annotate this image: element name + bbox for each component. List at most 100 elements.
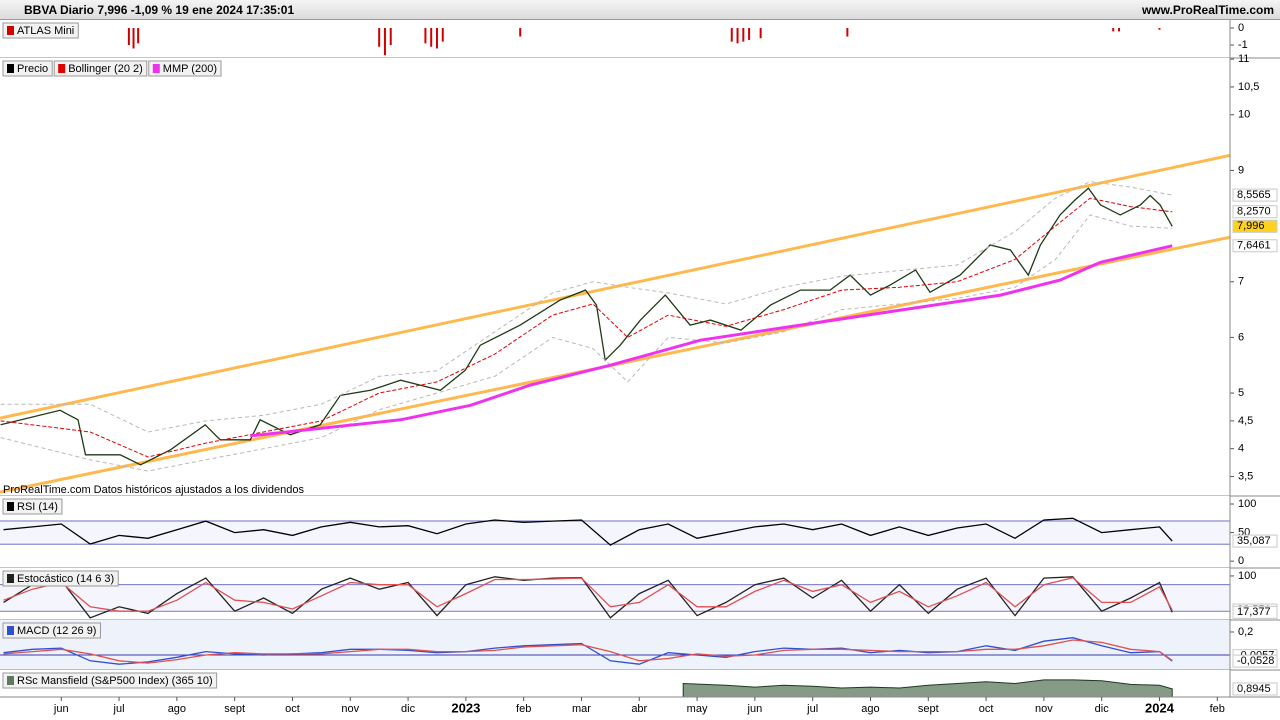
x-tick-label: 2024: [1145, 700, 1175, 715]
value-box: [1232, 682, 1278, 696]
value-box: [1232, 239, 1278, 253]
y-tick-label: 3,5: [1238, 470, 1253, 482]
value-box: [1232, 219, 1278, 233]
x-tick-label: nov: [1035, 703, 1053, 715]
area: [682, 679, 1173, 697]
series-line: [3, 639, 1173, 664]
legend-label: RSc Mansfield (S&P500 Index) (365 10): [17, 675, 213, 687]
series-line: [250, 244, 1173, 438]
header-title: BBVA Diario 7,996 -1,09 % 19 ene 2024 17…: [24, 3, 295, 17]
legend-chip: [2, 22, 79, 39]
value-box: [1232, 654, 1278, 668]
legend-chip: [53, 60, 148, 77]
x-tick-label: may: [687, 703, 708, 715]
value-label: 7,996: [1237, 220, 1265, 232]
bar: [378, 28, 381, 47]
bar: [127, 28, 130, 46]
y-tick-label: -1: [1238, 39, 1248, 51]
header-site[interactable]: www.ProRealTime.com: [1141, 3, 1274, 17]
x-tick-label: ago: [861, 703, 879, 715]
y-tick-label: 100: [1238, 570, 1256, 582]
y-tick-label: 9: [1238, 164, 1244, 176]
legend-chip: [2, 570, 119, 587]
legend-swatch: [7, 574, 14, 583]
legend-swatch: [58, 64, 66, 73]
legend-swatch: [7, 26, 14, 35]
x-tick-label: jul: [806, 703, 818, 715]
y-tick-label: 10: [1238, 109, 1250, 121]
bar: [383, 28, 386, 56]
legend-swatch: [7, 64, 14, 73]
x-tick-label: ago: [168, 703, 186, 715]
legend-chip: [2, 498, 63, 515]
x-tick-label: abr: [631, 703, 647, 715]
panel-bg: [0, 20, 1230, 58]
y-tick-label: 100: [1238, 498, 1256, 510]
panel: [0, 496, 1230, 568]
bar: [1158, 28, 1161, 30]
panel: [0, 568, 1230, 620]
x-tick-label: sept: [918, 703, 939, 715]
legend-label: ATLAS Mini: [17, 25, 74, 37]
series-line: [0, 197, 1173, 458]
legend-swatch: [7, 676, 14, 685]
legend-swatch: [152, 64, 160, 73]
bar: [389, 28, 392, 46]
footnote: ProRealTime.com Datos históricos ajustad…: [3, 484, 305, 496]
value-label: 8,5565: [1237, 189, 1271, 201]
x-tick-label: jun: [53, 703, 69, 715]
bar: [846, 28, 849, 37]
value-label: -0,0528: [1237, 655, 1274, 667]
bar: [424, 28, 427, 44]
x-tick-label: sept: [224, 703, 245, 715]
legend-chip: [2, 622, 101, 639]
bar: [759, 28, 762, 39]
bar: [435, 28, 438, 49]
y-tick-label: 7: [1238, 276, 1244, 288]
y-tick-label: 5: [1238, 387, 1244, 399]
trend-line: [0, 153, 1230, 420]
legend-label: Bollinger (20 2): [68, 63, 143, 75]
bar: [730, 28, 733, 42]
value-box: [1232, 188, 1278, 202]
y-tick-label: 0: [1238, 555, 1244, 567]
series-line: [3, 576, 1173, 612]
bar: [748, 28, 751, 40]
x-tick-label: nov: [341, 703, 359, 715]
series-line: [0, 187, 1173, 466]
y-tick-label: 4,5: [1238, 415, 1253, 427]
legend-swatch: [7, 502, 14, 511]
series-line: [3, 576, 1173, 619]
panel: [0, 620, 1230, 670]
bar: [137, 28, 140, 44]
bar: [519, 28, 522, 37]
x-tick-label: jun: [747, 703, 763, 715]
panel: [0, 58, 1230, 496]
x-tick-label: 2023: [451, 700, 480, 715]
legend-chip: [2, 60, 53, 77]
legend-label: MMP (200): [163, 63, 217, 75]
legend-label: Estocástico (14 6 3): [17, 573, 114, 585]
bar: [132, 28, 135, 49]
legend-swatch: [7, 626, 14, 635]
value-label: 17,377: [1237, 606, 1271, 618]
x-tick-label: jul: [113, 703, 125, 715]
bollinger-band: [0, 181, 1173, 433]
value-label: 0,8945: [1237, 683, 1271, 695]
legend-chip: [2, 672, 218, 689]
series-line: [3, 517, 1173, 546]
bar: [1118, 28, 1121, 32]
x-tick-label: dic: [401, 703, 416, 715]
x-tick-label: oct: [285, 703, 300, 715]
level-band: [0, 521, 1230, 544]
value-label: 35,087: [1237, 535, 1271, 547]
bollinger-band: [0, 214, 1173, 472]
panel: [0, 20, 1230, 58]
x-tick-label: dic: [1095, 703, 1110, 715]
value-label: 8,2570: [1237, 206, 1271, 218]
bar: [736, 28, 739, 44]
y-tick-label: 4: [1238, 443, 1244, 455]
panel-bg: [0, 58, 1230, 496]
